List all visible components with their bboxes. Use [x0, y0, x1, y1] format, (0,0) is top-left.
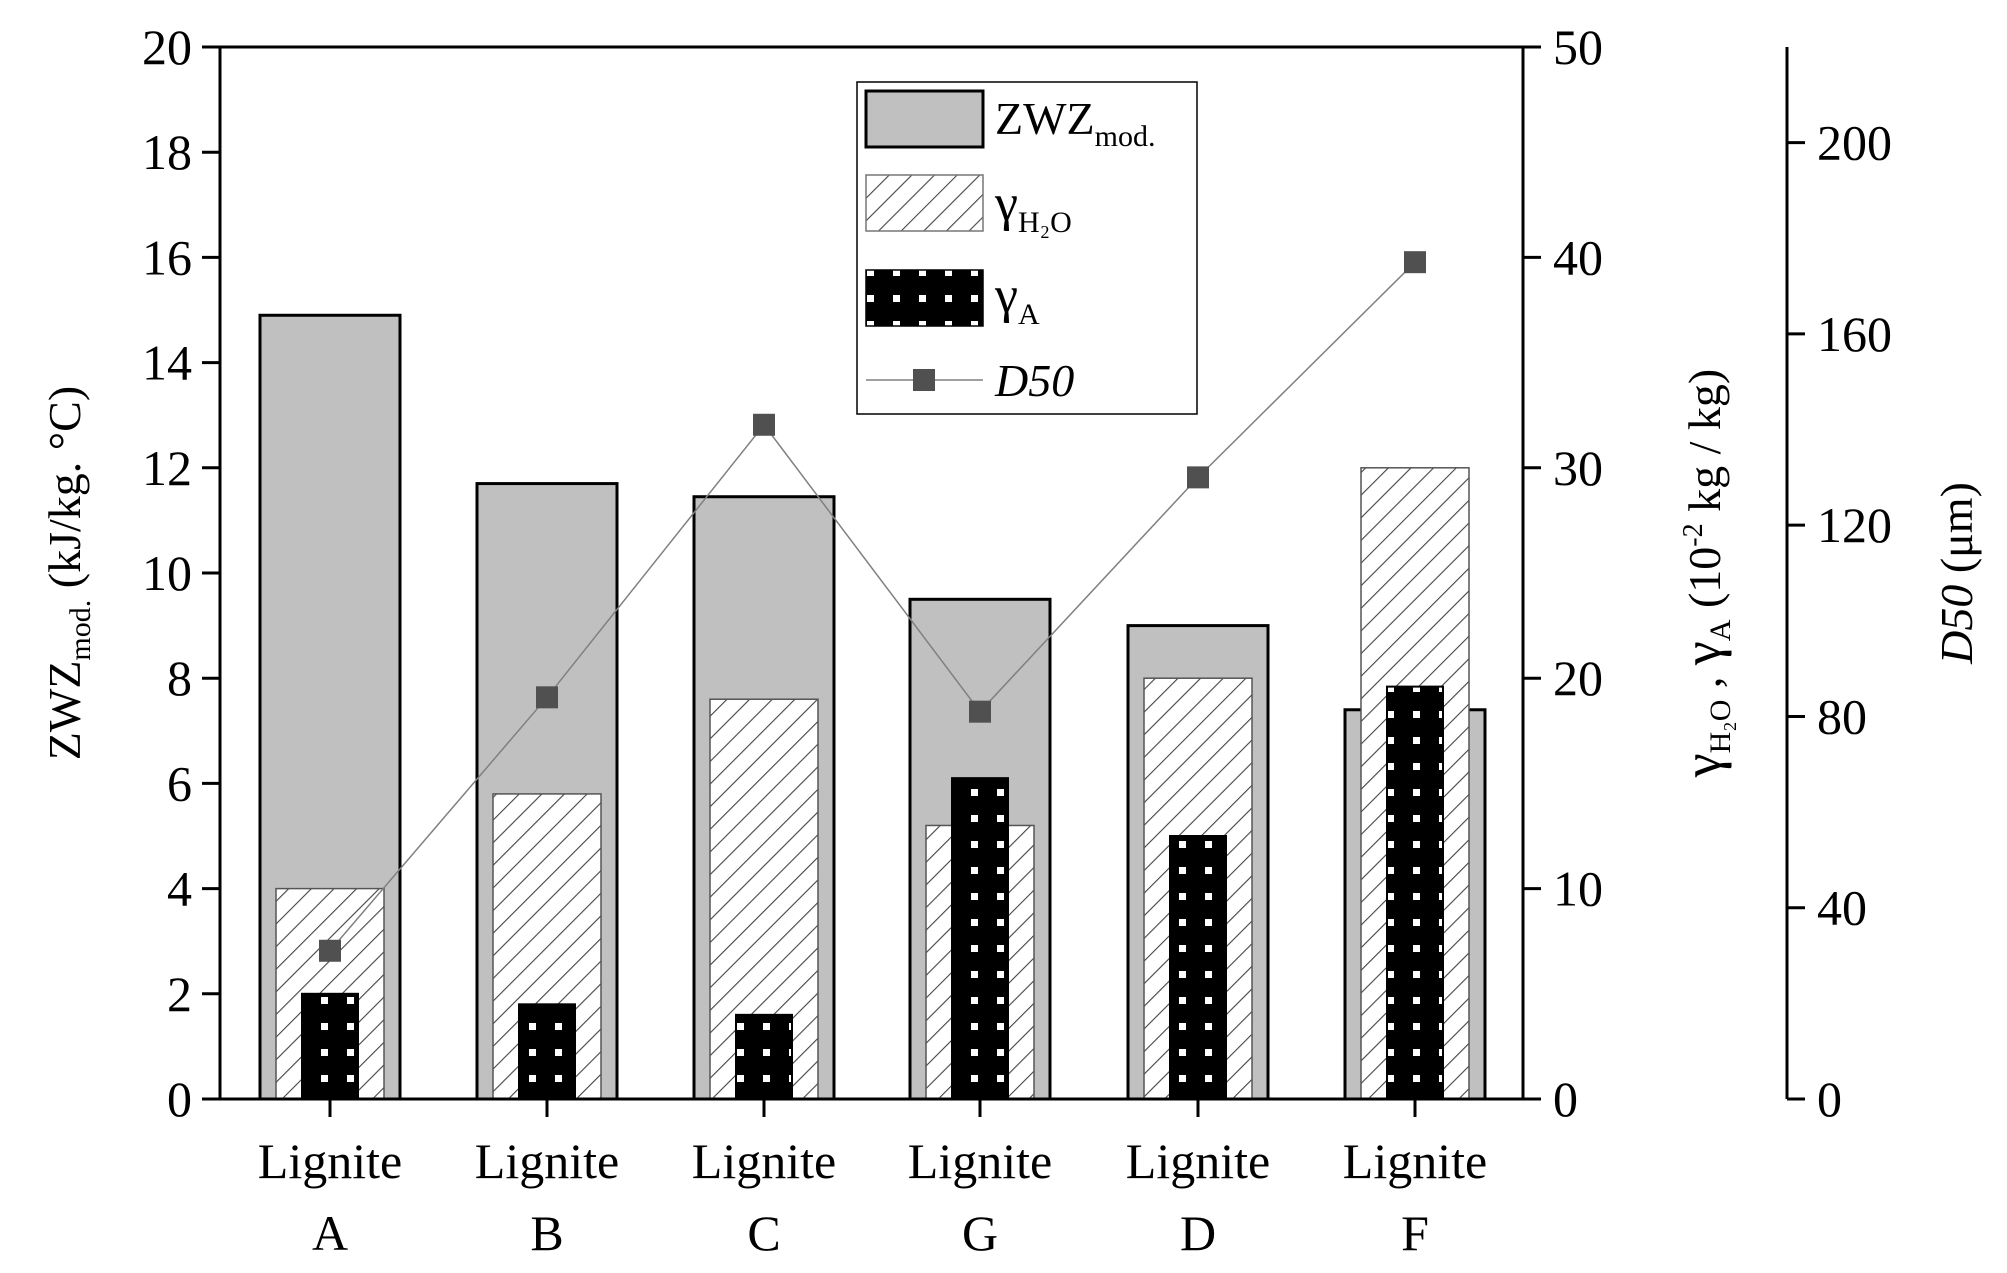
right1-tick-label-1: 10 — [1553, 861, 1603, 917]
category-label-line1-3: Lignite — [908, 1133, 1052, 1189]
d50-point-2 — [753, 413, 775, 436]
legend-swatch-zwz — [864, 89, 985, 149]
left-axis-label: ZWZmod. (kJ/kg. °C) — [39, 386, 97, 760]
bar-gamma-a-1 — [518, 1003, 576, 1101]
left-tick-label-3: 6 — [167, 755, 192, 811]
d50-point-4 — [1187, 466, 1209, 489]
d50-point-1 — [536, 686, 558, 709]
bar-gamma-a-5 — [1386, 685, 1444, 1101]
d50-point-3 — [969, 700, 991, 723]
legend-label-gamma-h2o: γH₂O — [994, 175, 1072, 239]
category-label-line1-5: Lignite — [1343, 1133, 1487, 1189]
left-tick-label-9: 18 — [142, 124, 192, 180]
d50-point-0 — [319, 939, 341, 962]
left-tick-label-0: 0 — [167, 1071, 192, 1127]
left-tick-label-7: 14 — [142, 335, 192, 391]
left-tick-label-8: 16 — [142, 229, 192, 285]
d50-point-5 — [1404, 251, 1426, 274]
right2-tick-label-0: 0 — [1817, 1071, 1842, 1127]
right-axis-gamma-label: γH₂O , γA (10-2 kg / kg) — [1672, 369, 1737, 778]
category-label-line2-2: C — [747, 1205, 780, 1261]
right2-tick-label-5: 200 — [1817, 115, 1892, 171]
right1-tick-label-3: 30 — [1553, 440, 1603, 496]
bar-gamma-a-3 — [951, 777, 1009, 1100]
d50-series — [319, 251, 1426, 962]
category-label-line2-4: D — [1180, 1205, 1216, 1261]
gamma-h2o-bars — [275, 467, 1470, 1100]
left-tick-label-5: 10 — [142, 545, 192, 601]
bar-gamma-a-4 — [1169, 835, 1227, 1100]
right-axis-d50: 0 40 80 120 160 200 — [1785, 47, 1892, 1127]
category-label-line1-4: Lignite — [1126, 1133, 1270, 1189]
left-tick-label-4: 8 — [167, 650, 192, 706]
legend-label-d50: D50 — [994, 355, 1074, 406]
category-label-line2-5: F — [1401, 1205, 1429, 1261]
category-label-line1-1: Lignite — [475, 1133, 619, 1189]
bar-gamma-a-0 — [301, 992, 359, 1100]
category-labels: Lignite A Lignite B Lignite C Lignite G Lignite D… — [258, 1099, 1487, 1261]
legend-marker-d50 — [913, 369, 935, 391]
right2-tick-label-3: 120 — [1817, 497, 1892, 553]
right1-tick-label-5: 50 — [1553, 19, 1603, 75]
legend-swatch-gamma-a — [865, 269, 984, 327]
legend-swatch-gamma-h2o — [865, 174, 984, 232]
right2-tick-label-1: 40 — [1817, 880, 1867, 936]
right1-tick-label-0: 0 — [1553, 1071, 1578, 1127]
left-axis: 0 2 4 6 8 10 12 14 16 18 20 — [142, 19, 220, 1127]
legend: ZWZmod. γH₂O γA D50 — [856, 81, 1198, 415]
left-tick-label-1: 2 — [167, 966, 192, 1022]
right1-tick-label-4: 40 — [1553, 229, 1603, 285]
right-axis-d50-label: D50 (μm) — [1931, 482, 1982, 665]
right2-tick-label-4: 160 — [1817, 306, 1892, 362]
category-label-line2-1: B — [530, 1205, 563, 1261]
category-label-line2-3: G — [962, 1205, 998, 1261]
right2-tick-label-2: 80 — [1817, 688, 1867, 744]
left-tick-label-2: 4 — [167, 861, 192, 917]
right1-tick-label-2: 20 — [1553, 650, 1603, 706]
zwz-bars — [258, 313, 1487, 1101]
right-axis-gamma: 0 10 20 30 40 50 — [1523, 19, 1603, 1127]
left-tick-label-10: 20 — [142, 19, 192, 75]
legend-label-zwz: ZWZmod. — [995, 93, 1155, 153]
category-label-line2-0: A — [312, 1205, 348, 1261]
gamma-a-bars — [301, 685, 1444, 1101]
legend-label-gamma-a: γA — [994, 267, 1040, 331]
d50-line — [329, 261, 1416, 952]
category-label-line1-0: Lignite — [258, 1133, 402, 1189]
bar-gamma-a-2 — [735, 1013, 793, 1101]
category-label-line1-2: Lignite — [692, 1133, 836, 1189]
left-tick-label-6: 12 — [142, 440, 192, 496]
